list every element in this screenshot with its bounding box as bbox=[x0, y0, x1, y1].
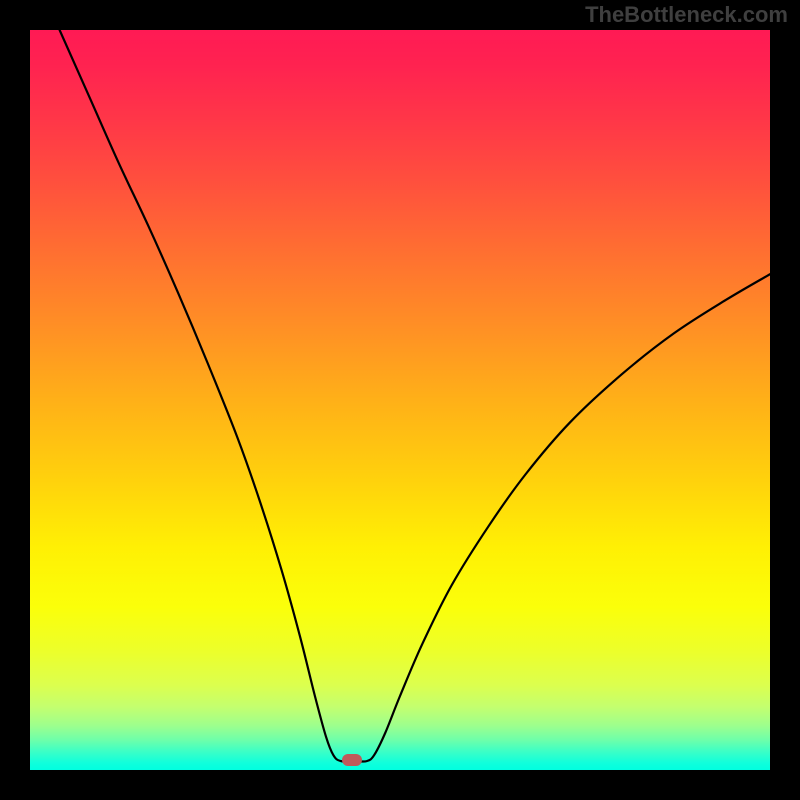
plot-area bbox=[30, 30, 770, 770]
bottleneck-curve bbox=[30, 30, 770, 770]
chart-container: TheBottleneck.com bbox=[0, 0, 800, 800]
watermark-text: TheBottleneck.com bbox=[585, 2, 788, 28]
optimum-marker bbox=[342, 754, 362, 766]
